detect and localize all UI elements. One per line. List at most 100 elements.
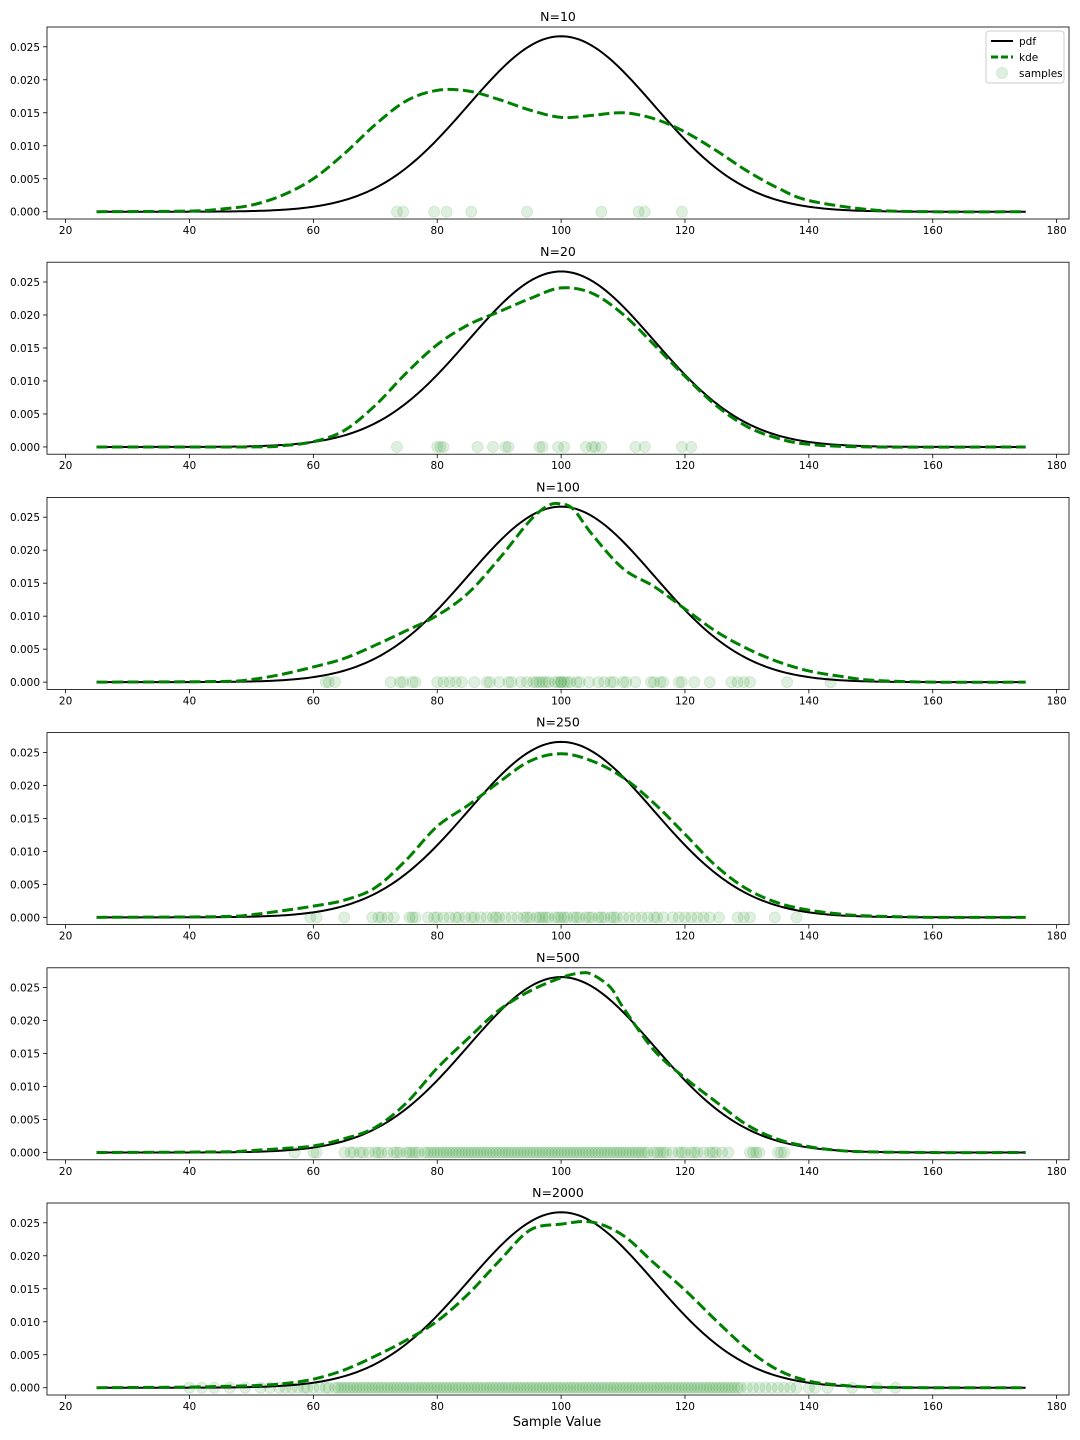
sample-marker	[455, 676, 468, 689]
sample-marker	[521, 676, 534, 689]
sample-marker	[558, 676, 571, 689]
sample-marker	[437, 1146, 450, 1159]
sample-marker	[524, 911, 537, 924]
x-tick-label: 160	[923, 1166, 943, 1178]
y-tick-label: 0.005	[10, 879, 40, 891]
sample-marker	[493, 911, 506, 924]
sample-marker	[496, 1381, 509, 1394]
kde-line	[96, 1219, 1026, 1390]
sample-marker	[310, 911, 323, 924]
sample-marker	[567, 1146, 580, 1159]
axes-frame	[46, 26, 1070, 220]
sample-marker	[592, 676, 605, 689]
sample-marker	[740, 1381, 753, 1394]
sample-marker	[322, 1381, 335, 1394]
y-tick-label: 0.015	[10, 343, 40, 355]
sample-marker	[635, 1381, 648, 1394]
sample-marker	[654, 1381, 667, 1394]
x-tick-label: 60	[307, 695, 320, 707]
y-tick-label: 0.010	[10, 846, 40, 858]
sample-marker	[530, 1381, 543, 1394]
sample-marker	[688, 1146, 701, 1159]
sample-marker	[660, 1381, 673, 1394]
sample-marker	[688, 1381, 701, 1394]
sample-marker	[428, 205, 441, 218]
y-tick-label: 0.010	[10, 1317, 40, 1329]
sample-marker	[731, 676, 744, 689]
x-tick-label: 40	[183, 695, 196, 707]
sample-marker	[678, 911, 691, 924]
sample-marker	[434, 1146, 447, 1159]
x-tick-label: 120	[675, 931, 695, 943]
sample-marker	[375, 911, 388, 924]
kde-line	[96, 752, 1026, 919]
y-tick-label: 0.005	[10, 1115, 40, 1127]
sample-marker	[465, 205, 478, 218]
sample-marker	[493, 676, 506, 689]
sample-marker	[329, 676, 342, 689]
sample-marker	[685, 911, 698, 924]
sample-marker	[713, 911, 726, 924]
sample-marker	[477, 1381, 490, 1394]
sample-marker	[604, 911, 617, 924]
sample-marker	[610, 1381, 623, 1394]
sample-marker	[555, 1146, 568, 1159]
sample-marker	[412, 1146, 425, 1159]
sample-marker	[465, 1381, 478, 1394]
sample-marker	[486, 911, 499, 924]
y-tick-label: 0.025	[10, 277, 40, 289]
sample-marker	[468, 1146, 481, 1159]
sample-marker	[759, 1381, 772, 1394]
sample-marker	[548, 676, 561, 689]
sample-marker	[542, 1381, 555, 1394]
sample-marker	[678, 1146, 691, 1159]
sample-marker	[564, 1146, 577, 1159]
sample-marker	[505, 911, 518, 924]
legend-samples-label: samples	[1019, 68, 1063, 80]
sample-marker	[644, 676, 657, 689]
sample-marker	[443, 1381, 456, 1394]
x-tick-label: 20	[59, 1166, 72, 1178]
x-tick-label: 20	[59, 931, 72, 943]
sample-marker	[641, 911, 654, 924]
sample-marker	[604, 676, 617, 689]
sample-marker	[688, 676, 701, 689]
sample-marker	[635, 1146, 648, 1159]
sample-marker	[359, 1381, 372, 1394]
sample-marker	[480, 1146, 493, 1159]
sample-marker	[369, 1146, 382, 1159]
sample-marker	[406, 1146, 419, 1159]
sample-marker	[400, 1381, 413, 1394]
sample-marker	[623, 1381, 636, 1394]
sample-marker	[390, 205, 403, 218]
sample-marker	[555, 911, 568, 924]
x-tick-label: 180	[1047, 695, 1067, 707]
sample-marker	[651, 1381, 664, 1394]
sample-marker	[555, 676, 568, 689]
x-tick-label: 160	[923, 1401, 943, 1413]
sample-marker	[468, 911, 481, 924]
sample-marker	[598, 1146, 611, 1159]
sample-marker	[725, 676, 738, 689]
x-tick-label: 100	[551, 1166, 571, 1178]
sample-marker	[505, 676, 518, 689]
sample-marker	[728, 1381, 741, 1394]
x-tick-label: 60	[307, 1166, 320, 1178]
sample-marker	[685, 1146, 698, 1159]
x-tick-label: 160	[923, 225, 943, 237]
sample-marker	[570, 676, 583, 689]
sample-marker	[387, 911, 400, 924]
sample-marker	[443, 911, 456, 924]
sample-marker	[381, 911, 394, 924]
sample-marker	[375, 1381, 388, 1394]
sample-marker	[421, 1381, 434, 1394]
sample-marker	[533, 911, 546, 924]
sample-marker	[394, 676, 407, 689]
sample-marker	[428, 911, 441, 924]
sample-marker	[604, 1146, 617, 1159]
sample-marker	[542, 911, 555, 924]
sample-marker	[356, 1381, 369, 1394]
sample-marker	[672, 911, 685, 924]
sample-marker	[576, 1381, 589, 1394]
